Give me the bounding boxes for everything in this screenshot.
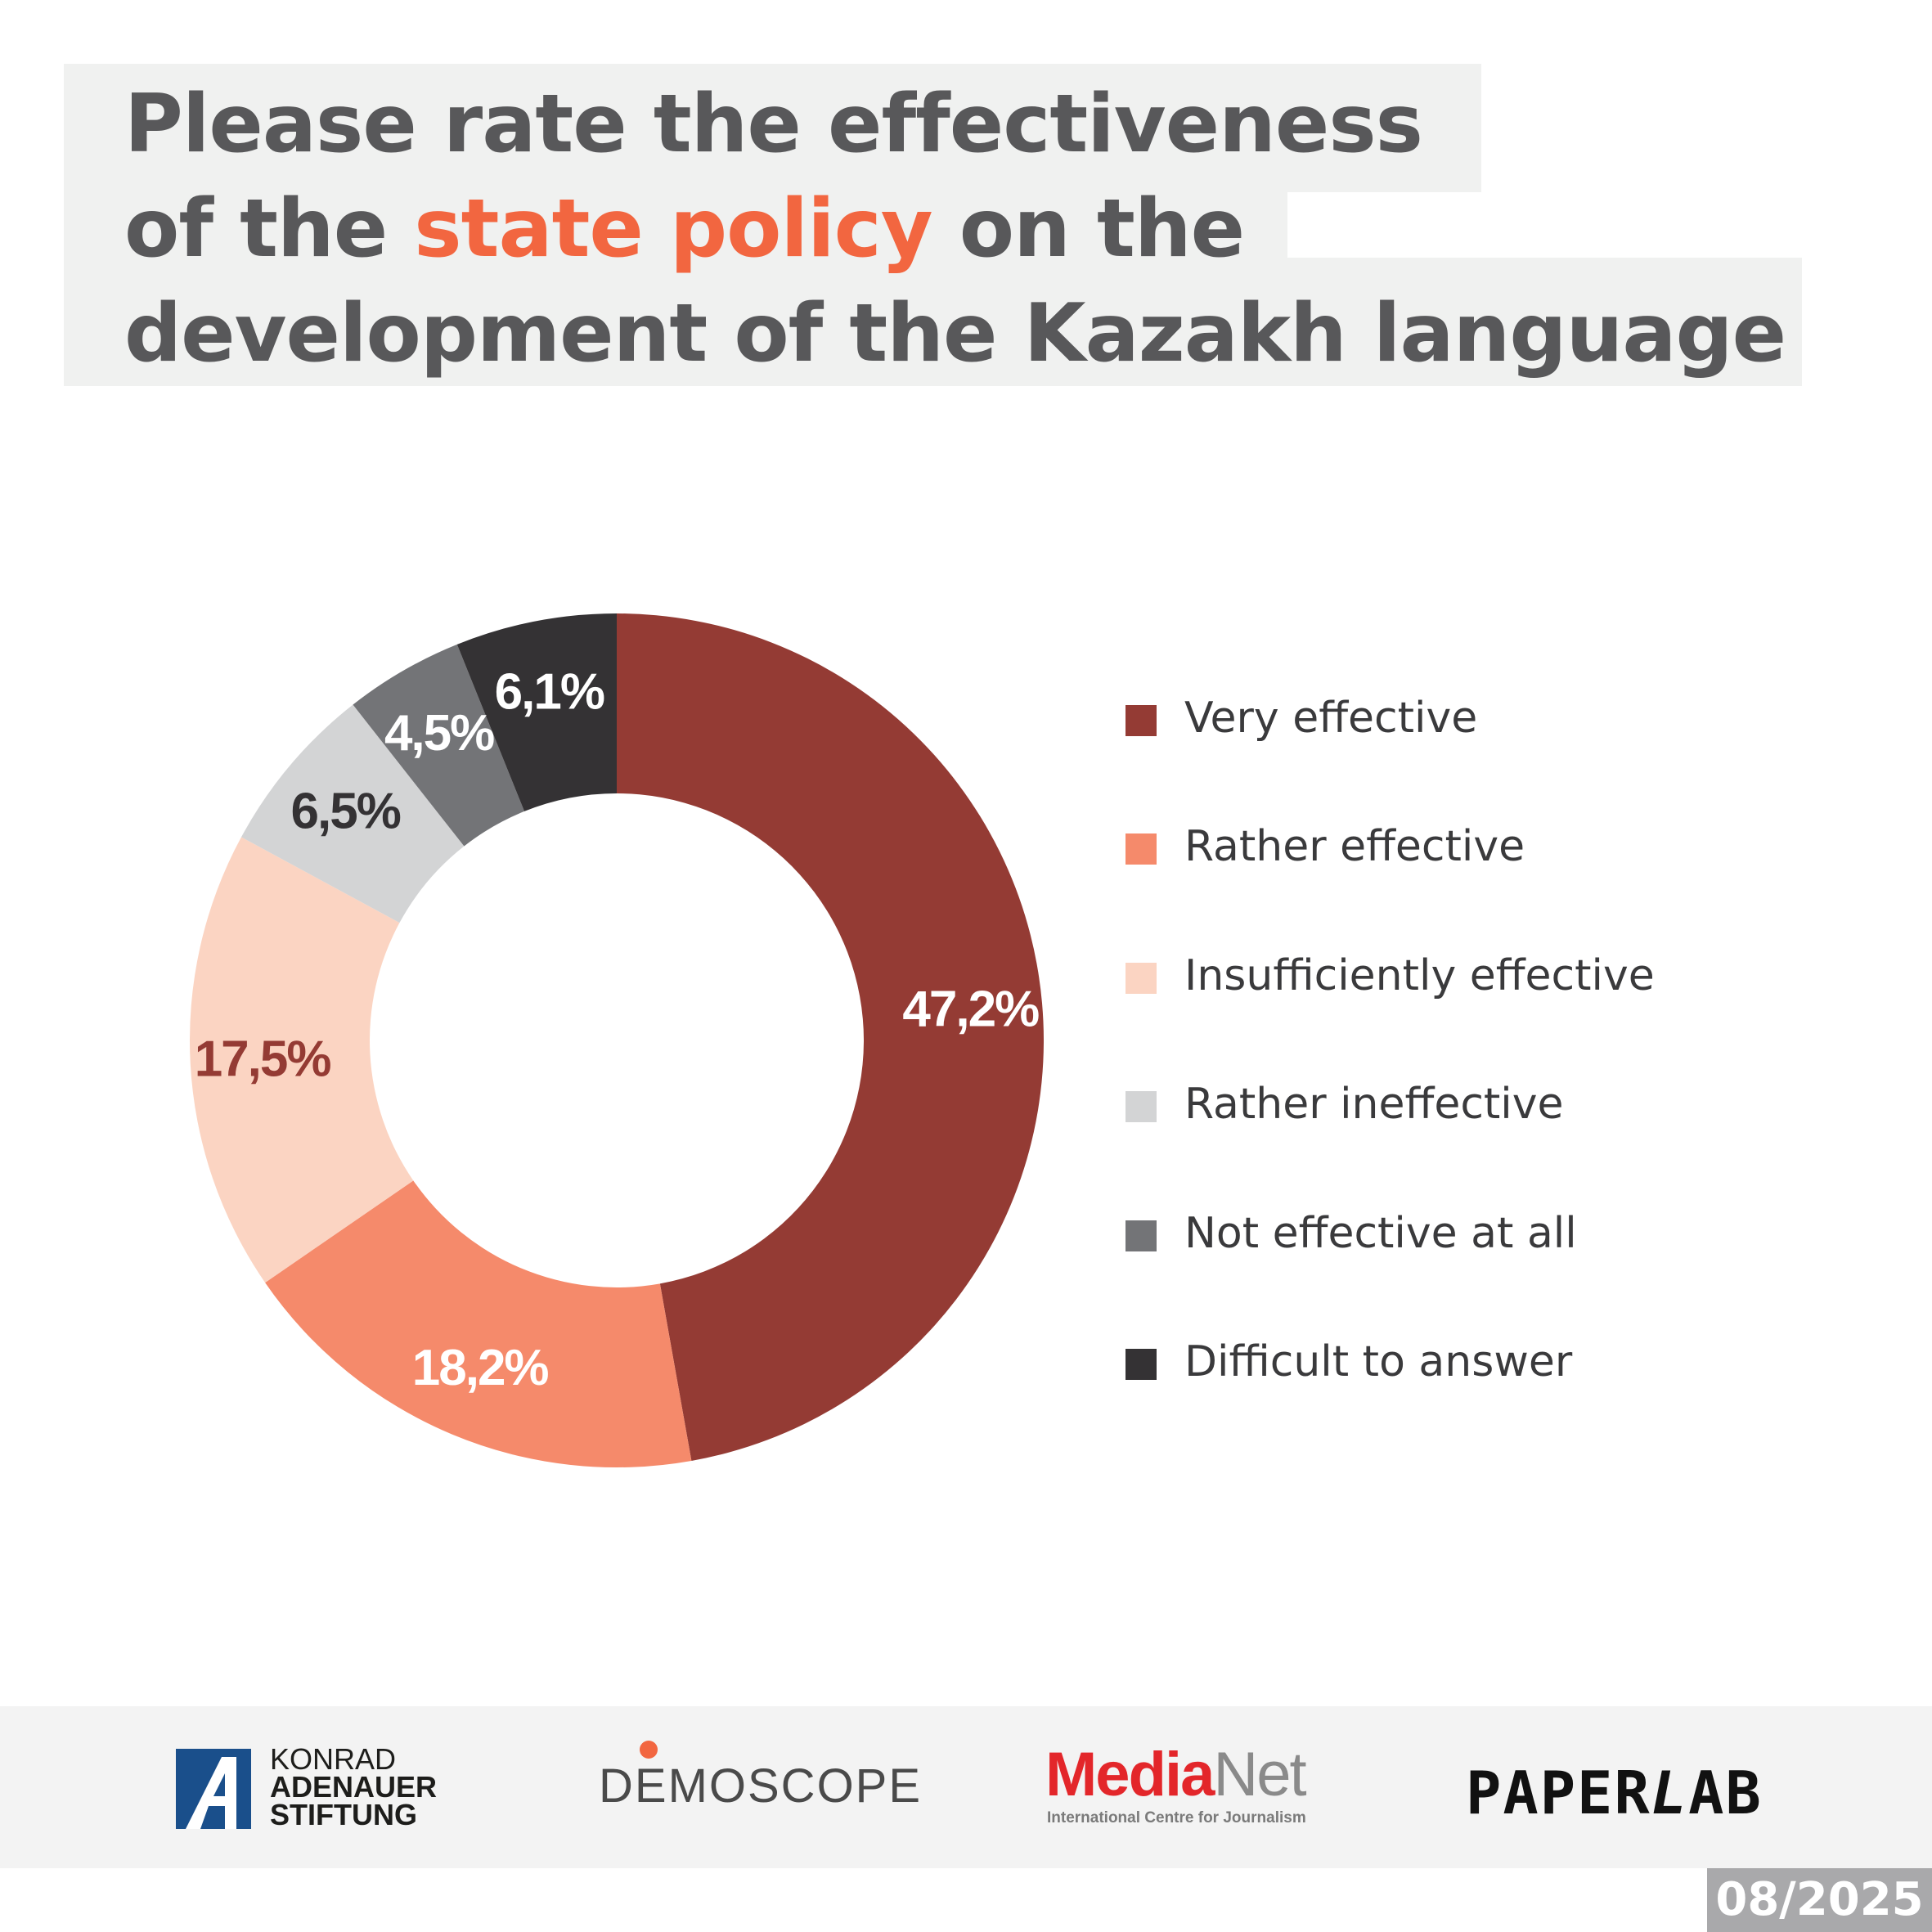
legend-swatch-0 — [1126, 705, 1157, 736]
donut-slices — [190, 613, 1044, 1468]
kas-line-2: ADENAUER — [270, 1770, 438, 1804]
chart-legend: Very effective Rather effective Insufficie… — [1126, 677, 1862, 1449]
slice-value-label-1: 18,2% — [412, 1340, 549, 1396]
medianet-media: Media — [1045, 1740, 1215, 1809]
title-area: Please rate the effectiveness of the sta… — [0, 0, 1932, 393]
kas-logo-icon — [176, 1749, 251, 1829]
paperlab-paper: PAPER — [1466, 1759, 1651, 1827]
donut-slice-4 — [353, 644, 525, 847]
slice-value-label-2: 17,5% — [195, 1031, 331, 1088]
legend-item-5: Difficult to answer — [1126, 1321, 1862, 1449]
legend-item-1: Rather effective — [1126, 806, 1862, 934]
kas-line-1: KONRAD — [270, 1742, 397, 1776]
slice-value-label-4: 4,5% — [384, 705, 494, 762]
slice-value-label-3: 6,5% — [291, 784, 401, 840]
title-background-row2 — [64, 192, 1287, 258]
legend-item-4: Not effective at all — [1126, 1193, 1862, 1321]
donut-slice-5 — [456, 613, 617, 811]
legend-swatch-3 — [1126, 1091, 1157, 1123]
demoscope-dot-icon — [640, 1741, 658, 1759]
medianet-logo: MediaNet International Centre for Journa… — [1045, 1740, 1307, 1827]
legend-label-4: Not effective at all — [1184, 1208, 1577, 1258]
legend-label-1: Rather effective — [1184, 822, 1525, 872]
legend-swatch-5 — [1126, 1348, 1157, 1380]
paperlab-logo: PAPERLAB — [1466, 1759, 1763, 1827]
title-line-2-start: of the — [124, 182, 415, 276]
donut-slice-3 — [240, 704, 465, 923]
demoscope-logo: DEMOSCOPE — [599, 1741, 923, 1813]
slice-value-label-0: 47,2% — [902, 981, 1039, 1037]
legend-item-3: Rather ineffective — [1126, 1063, 1862, 1192]
legend-label-3: Rather ineffective — [1184, 1080, 1564, 1130]
legend-label-0: Very effective — [1184, 694, 1478, 743]
legend-item-0: Very effective — [1126, 677, 1862, 806]
date-badge: 08/2025 — [1707, 1868, 1932, 1932]
medianet-net: Net — [1213, 1740, 1306, 1809]
footer-logos — [0, 1706, 1932, 1868]
kas-logo-text: KONRAD ADENAUER STIFTUNG — [270, 1742, 438, 1831]
paperlab-ab: AB — [1688, 1759, 1763, 1827]
medianet-subtitle: International Centre for Journalism — [1047, 1809, 1306, 1826]
donut-slice-2 — [190, 837, 414, 1283]
title-line-2-end: on the — [932, 182, 1245, 276]
legend-label-5: Difficult to answer — [1184, 1337, 1573, 1386]
legend-swatch-4 — [1126, 1220, 1157, 1251]
legend-swatch-1 — [1126, 833, 1157, 865]
donut-slice-labels: 47,2% 18,2% 17,5% 6,5% 4,5%6,1% — [195, 663, 1040, 1396]
title-line-3: development of the Kazakh language — [124, 287, 1786, 380]
donut-slice-0 — [617, 613, 1044, 1461]
title-accent: state policy — [414, 182, 932, 276]
donut-chart: 47,2% 18,2% 17,5% 6,5% 4,5%6,1% — [190, 613, 1044, 1468]
paperlab-l: L — [1651, 1759, 1689, 1827]
chart-title: Please rate the effectiveness of the sta… — [124, 72, 1786, 386]
title-background-row1 — [64, 64, 1481, 192]
title-line-1: Please rate the effectiveness — [124, 78, 1423, 171]
legend-swatch-2 — [1126, 962, 1157, 994]
slice-value-label-5: 6,1% — [495, 663, 604, 720]
donut-slice-1 — [265, 1180, 692, 1468]
title-background-row3 — [64, 258, 1802, 386]
kas-line-3: STIFTUNG — [270, 1798, 417, 1831]
legend-label-2: Insufficiently effective — [1184, 950, 1655, 1000]
demoscope-text: DEMOSCOPE — [599, 1759, 923, 1813]
legend-item-2: Insufficiently effective — [1126, 935, 1862, 1063]
